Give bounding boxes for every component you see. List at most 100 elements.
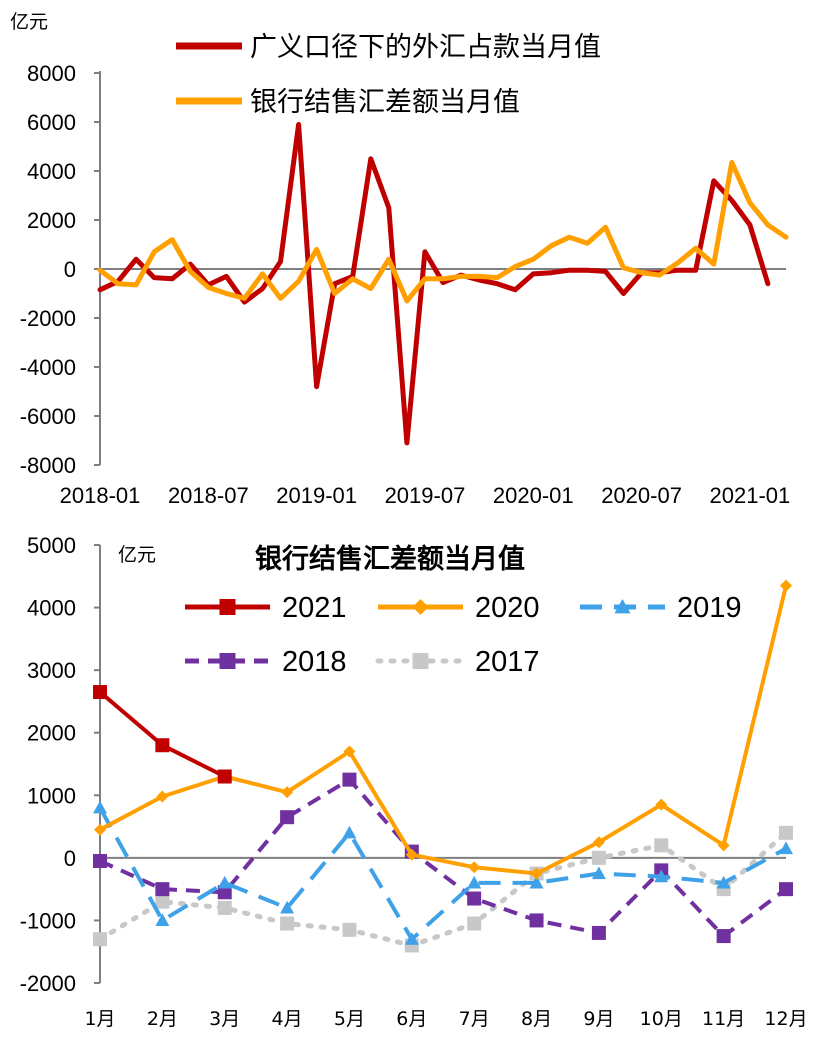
- chart2-marker-2017: [280, 916, 295, 931]
- chart1-ytick-label: -2000: [20, 306, 76, 331]
- chart2-series-2021: [93, 685, 232, 784]
- chart2-marker-2020: [592, 836, 605, 849]
- chart2-marker-2017: [217, 900, 232, 915]
- chart1-legend-label: 银行结售汇差额当月值: [250, 87, 520, 118]
- chart2-ytick-label: 5000: [27, 533, 76, 558]
- chart1-ytick-label: 6000: [27, 110, 76, 135]
- chart1-ytick-label: 2000: [27, 208, 76, 233]
- chart1-xtick-label: 2019-01: [276, 483, 357, 508]
- chart2-series-line-2018: [99, 777, 788, 939]
- chart2-marker-2017: [467, 916, 482, 931]
- chart2-xtick-label: 8月: [521, 1008, 552, 1030]
- chart2-series-line-2019: [98, 806, 787, 942]
- chart2-marker-2020: [655, 798, 668, 811]
- chart2-legend-marker: [614, 599, 631, 614]
- chart2-legend-label: 2020: [475, 592, 540, 624]
- chart-1-foreign-exchange: 亿元 8000 6000 4000 2000 0 -2000 -4000 -6000 -8000…: [10, 11, 791, 508]
- chart2-marker-2019: [716, 875, 731, 889]
- chart2-marker-2019: [591, 866, 606, 880]
- chart2-ytick-label: 4000: [27, 596, 76, 621]
- chart2-marker-2020: [780, 579, 792, 592]
- chart1-xtick-label: 2018-01: [60, 483, 141, 508]
- chart2-series-2018: [93, 772, 793, 944]
- chart2-xtick-label: 5月: [334, 1008, 365, 1030]
- chart2-ytick-label: 1000: [27, 783, 76, 808]
- chart2-marker-2019: [779, 841, 793, 855]
- chart2-unit-label: 亿元: [118, 544, 156, 566]
- chart2-marker-2020: [530, 867, 543, 880]
- chart1-ytick-label: 8000: [27, 61, 76, 86]
- chart1-xtick-label: 2019-07: [385, 483, 466, 508]
- chart2-xtick-label: 12月: [764, 1008, 807, 1030]
- chart2-legend-marker: [219, 653, 236, 669]
- chart2-marker-2019: [404, 932, 419, 945]
- chart2-title: 银行结售汇差额当月值: [255, 543, 525, 575]
- chart2-marker-2018: [217, 885, 232, 900]
- chart2-marker-2017: [591, 850, 606, 865]
- chart2-legend-marker: [219, 599, 236, 615]
- chart2-marker-2020: [94, 823, 106, 836]
- chart2-ytick-label: 3000: [27, 658, 76, 683]
- chart2-xtick-label: 2月: [147, 1008, 178, 1030]
- chart2-marker-2017: [779, 825, 793, 840]
- chart2-xtick-label: 11月: [702, 1008, 745, 1030]
- chart2-xtick-label: 3月: [209, 1008, 240, 1030]
- chart2-marker-2021: [155, 738, 170, 753]
- chart2-marker-2018: [779, 882, 793, 897]
- chart1-ytick-label: -8000: [20, 453, 76, 478]
- chart2-xtick-label: 1月: [84, 1008, 115, 1030]
- chart2-ytick-label: 2000: [27, 721, 76, 746]
- chart2-marker-2018: [591, 925, 606, 940]
- chart2-marker-2021: [217, 769, 232, 784]
- chart1-ytick-label: 4000: [27, 159, 76, 184]
- chart2-xtick-label: 10月: [640, 1008, 683, 1030]
- chart2-marker-2019: [280, 900, 295, 914]
- chart2-series-line-2020: [99, 585, 788, 876]
- chart1-unit-label: 亿元: [10, 11, 48, 33]
- chart-2-monthly-comparison: 亿元 银行结售汇差额当月值 5000 4000 3000 2000 1000 0 -1000…: [20, 533, 808, 1030]
- chart2-marker-2017: [155, 894, 170, 909]
- chart1-xtick-label: 2020-07: [601, 483, 682, 508]
- chart2-marker-2019: [93, 800, 107, 814]
- chart2-marker-2019: [654, 869, 669, 883]
- chart2-series-2019: [93, 800, 793, 945]
- chart2-legend-label: 2019: [677, 592, 742, 624]
- chart2-marker-2020: [717, 839, 730, 852]
- chart2-marker-2018: [529, 913, 544, 928]
- chart2-marker-2017: [342, 922, 357, 937]
- chart2-legend-label: 2017: [475, 646, 540, 678]
- chart2-ytick-label: 0: [64, 846, 76, 871]
- chart2-marker-2017: [93, 932, 107, 947]
- chart2-xtick-label: 4月: [272, 1008, 303, 1030]
- chart2-marker-2020: [281, 786, 294, 799]
- chart2-marker-2017: [654, 838, 669, 853]
- chart2-marker-2020: [405, 848, 418, 861]
- chart1-legend-label: 广义口径下的外汇占款当月值: [250, 32, 601, 63]
- chart2-marker-2019: [529, 875, 544, 889]
- chart2-legend-label: 2018: [282, 646, 347, 678]
- chart2-series-line-2017: [97, 830, 789, 948]
- chart2-marker-2020: [343, 745, 356, 758]
- chart2-xtick-label: 6月: [396, 1008, 427, 1030]
- chart2-xtick-label: 7月: [459, 1008, 490, 1030]
- chart2-xtick-label: 9月: [583, 1008, 614, 1030]
- chart2-marker-2020: [468, 861, 481, 874]
- chart2-marker-2020: [156, 790, 169, 803]
- chart1-ytick-label: -4000: [20, 355, 76, 380]
- chart2-series-2020: [94, 579, 792, 880]
- chart1-xtick-label: 2021-01: [710, 483, 791, 508]
- chart2-marker-2019: [155, 913, 170, 927]
- chart2-legend-marker: [412, 599, 429, 615]
- chart2-legend-marker: [412, 653, 429, 669]
- chart1-ytick-label: 0: [64, 257, 76, 282]
- chart2-marker-2021: [93, 685, 107, 700]
- chart2-marker-2019: [217, 875, 232, 889]
- chart2-marker-2018: [467, 891, 482, 906]
- chart1-xtick-label: 2020-01: [493, 483, 574, 508]
- chart2-series-line-2021: [98, 690, 226, 779]
- chart2-marker-2018: [93, 853, 107, 868]
- chart1-series-line-2: [97, 159, 789, 304]
- chart2-ytick-label: -1000: [20, 908, 76, 933]
- chart2-legend-label: 2021: [282, 592, 347, 624]
- chart1-xtick-label: 2018-07: [168, 483, 249, 508]
